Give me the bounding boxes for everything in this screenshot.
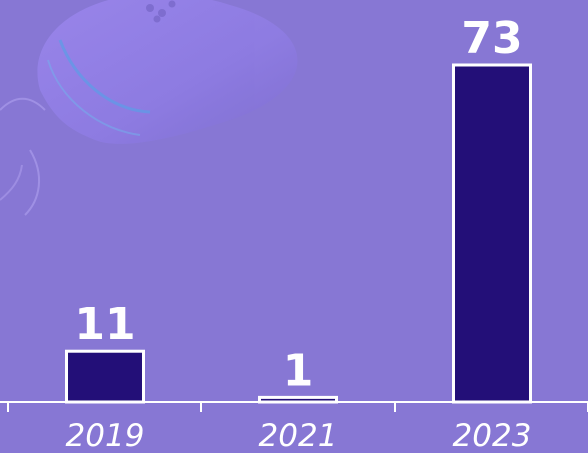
data-label-2023: 73 bbox=[461, 13, 522, 64]
x-tick-labels-group: 2019 2021 2023 bbox=[66, 418, 532, 453]
data-label-2021: 1 bbox=[283, 345, 314, 396]
background-decoration bbox=[0, 0, 298, 216]
data-label-2019: 11 bbox=[74, 299, 135, 350]
x-tick-label-2021: 2021 bbox=[259, 418, 338, 453]
x-tick-label-2019: 2019 bbox=[66, 418, 145, 453]
x-tick-label-2023: 2023 bbox=[453, 418, 532, 453]
x-ticks-group bbox=[7, 402, 588, 412]
bar-2019 bbox=[65, 349, 145, 404]
bar-2023 bbox=[452, 63, 532, 404]
